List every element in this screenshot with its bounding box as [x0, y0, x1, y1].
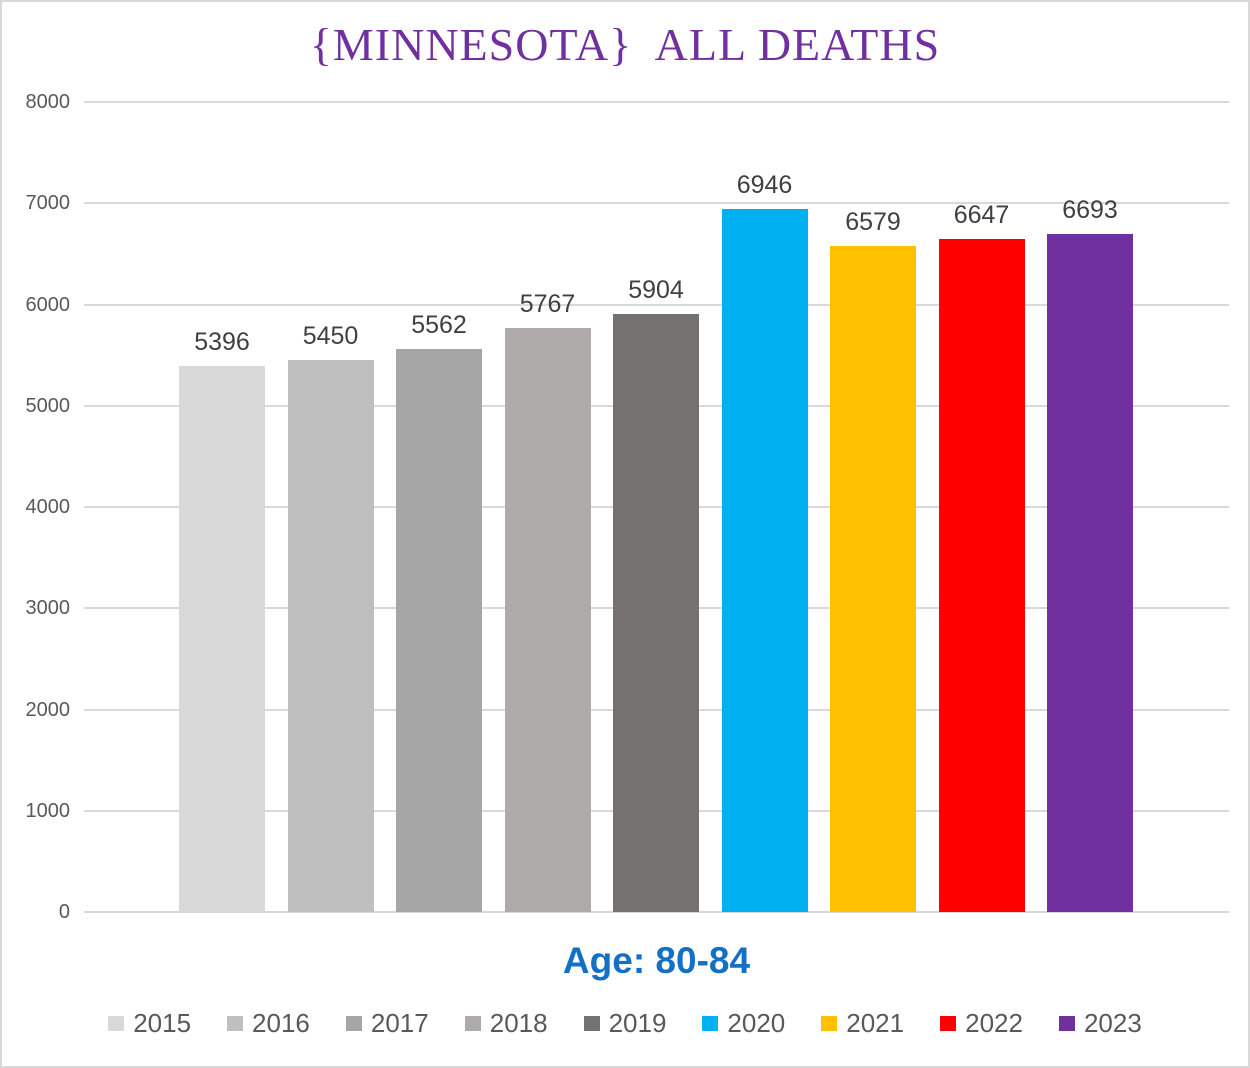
age-subtitle: Age: 80-84	[562, 940, 751, 981]
legend-swatch-icon	[227, 1016, 244, 1031]
y-axis-tick-label: 8000	[25, 91, 71, 113]
y-axis-tick-label: 1000	[25, 799, 71, 822]
legend-item-2023: 2023	[1058, 1008, 1142, 1039]
chart-title: {MINNESOTA} ALL DEATHS	[309, 19, 941, 70]
legend-swatch-icon	[940, 1016, 957, 1031]
bar-2019	[613, 314, 699, 912]
legend: 2015 2016 2017 2018 2019 2020 2021 2022 2023	[2, 1008, 1248, 1039]
bar-2022	[938, 239, 1025, 912]
legend-swatch-icon	[583, 1016, 600, 1031]
legend-swatch-icon	[345, 1016, 362, 1031]
bar-2020	[721, 208, 808, 912]
legend-item-2018: 2018	[464, 1008, 548, 1039]
bar-value-label: 5450	[302, 322, 359, 351]
legend-label: 2022	[965, 1008, 1023, 1038]
y-axis-tick-label: 6000	[25, 293, 71, 316]
legend-item-2019: 2019	[583, 1008, 667, 1039]
gridline	[84, 101, 1229, 103]
legend-swatch-icon	[821, 1016, 838, 1031]
y-axis-tick-label: 2000	[25, 698, 71, 721]
bar-value-label: 6946	[736, 170, 793, 199]
legend-item-2020: 2020	[702, 1008, 785, 1039]
legend-label: 2019	[608, 1008, 667, 1038]
legend-swatch-icon	[464, 1016, 481, 1031]
legend-label: 2020	[727, 1008, 786, 1038]
x-axis-line	[84, 911, 1229, 913]
bar-value-label: 5396	[194, 327, 250, 356]
bar-2017	[396, 348, 482, 912]
legend-item-2021: 2021	[821, 1008, 904, 1039]
bar-2015	[179, 365, 265, 912]
legend-label: 2018	[489, 1008, 548, 1038]
legend-swatch-icon	[702, 1016, 719, 1031]
bar-value-label: 5767	[519, 290, 576, 319]
legend-label: 2015	[133, 1008, 192, 1038]
legend-label: 2021	[846, 1008, 905, 1038]
legend-label: 2016	[252, 1008, 310, 1038]
y-axis-tick-label: 5000	[25, 394, 71, 417]
legend-label: 2023	[1083, 1008, 1142, 1038]
legend-item-2016: 2016	[227, 1008, 310, 1039]
bar-value-label: 6693	[1062, 196, 1118, 225]
bar-2018	[504, 328, 591, 912]
bar-value-label: 6647	[953, 201, 1010, 229]
y-axis-tick-label: 0	[58, 901, 70, 923]
legend-item-2017: 2017	[345, 1008, 429, 1039]
legend-swatch-icon	[108, 1016, 125, 1031]
legend-swatch-icon	[1058, 1016, 1075, 1031]
y-axis-tick-label: 7000	[25, 192, 71, 215]
gridline	[84, 202, 1229, 205]
bar-2016	[287, 360, 374, 912]
y-axis-tick-label: 3000	[25, 597, 71, 620]
bar-value-label: 5562	[411, 310, 467, 339]
bar-2023	[1047, 234, 1133, 912]
y-axis-tick-label: 4000	[25, 496, 71, 518]
legend-item-2022: 2022	[940, 1008, 1023, 1039]
plot-area: 5396 5450 5562 5767 5904 6946 6579 6647 6693	[84, 101, 1229, 913]
bar-value-label: 5904	[628, 276, 684, 305]
legend-item-2015: 2015	[108, 1008, 191, 1039]
gridline	[84, 303, 1229, 306]
bar-value-label: 6579	[845, 207, 901, 236]
bar-2021	[830, 245, 916, 912]
legend-label: 2017	[370, 1008, 429, 1038]
